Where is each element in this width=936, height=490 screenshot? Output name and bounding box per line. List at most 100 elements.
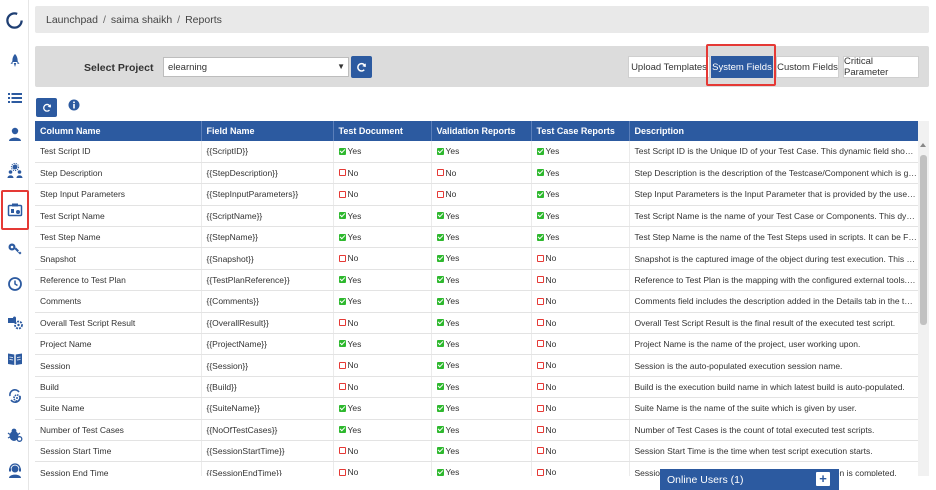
- status-flag: No: [338, 360, 358, 370]
- status-label: Yes: [545, 232, 560, 242]
- checkbox-checked-icon: [338, 212, 346, 220]
- column-header-column-name[interactable]: Column Name: [35, 121, 202, 141]
- sidebar-item-settings[interactable]: [3, 385, 27, 407]
- critical-parameter-button[interactable]: Critical Parameter: [843, 56, 919, 78]
- cell-column-name: Step Input Parameters: [35, 183, 202, 206]
- sidebar: [0, 0, 29, 490]
- cell-field-name: {{StepName}}: [201, 226, 334, 249]
- checkbox-empty-icon: [536, 319, 544, 327]
- cell-field-name: {{Session}}: [201, 354, 334, 377]
- project-refresh-button[interactable]: [351, 56, 372, 78]
- cell-column-name: Number of Test Cases: [35, 419, 202, 441]
- upload-templates-button[interactable]: Upload Templates: [628, 56, 710, 78]
- project-select[interactable]: elearning ▼: [163, 57, 349, 77]
- scroll-up-arrow-icon[interactable]: [920, 143, 926, 147]
- table-row[interactable]: Snapshot {{Snapshot}} No Yes No Snapshot is t…: [35, 247, 918, 270]
- column-header-validation-reports[interactable]: Validation Reports: [431, 121, 532, 141]
- sidebar-item-defects[interactable]: [3, 424, 27, 446]
- key-icon: [8, 243, 22, 255]
- cell-column-name: Comments: [35, 290, 202, 313]
- cell-field-name: {{ProjectName}}: [201, 333, 334, 356]
- checkbox-checked-icon: [436, 468, 444, 476]
- checkbox-empty-icon: [338, 319, 346, 327]
- checkbox-checked-icon: [436, 212, 444, 220]
- sidebar-item-team[interactable]: [3, 160, 27, 182]
- table-scrollbar[interactable]: [918, 121, 929, 476]
- column-header-description[interactable]: Description: [629, 121, 918, 141]
- sidebar-item-integrations[interactable]: [3, 311, 27, 333]
- sidebar-item-support[interactable]: [3, 459, 27, 481]
- status-flag: Yes: [436, 446, 459, 456]
- table-row[interactable]: Project Name {{ProjectName}} Yes Yes No Proje…: [35, 333, 918, 356]
- table-header-row: Column Name Field Name Test Document Val…: [35, 121, 918, 141]
- table-row[interactable]: Build {{Build}} No Yes No Build is the execut…: [35, 376, 918, 399]
- cell-description: Number of Test Cases is the count of tot…: [629, 419, 918, 441]
- table-row[interactable]: Step Description {{StepDescription}} No No Y…: [35, 162, 918, 185]
- cell-description: Reference to Test Plan is the mapping wi…: [629, 269, 918, 292]
- table-row[interactable]: Test Script Name {{ScriptName}} Yes Yes Yes T…: [35, 205, 918, 228]
- plus-icon[interactable]: +: [816, 472, 830, 486]
- table-row[interactable]: Reference to Test Plan {{TestPlanReferenc…: [35, 269, 918, 292]
- system-fields-table: Column Name Field Name Test Document Val…: [35, 121, 918, 476]
- table-row[interactable]: Session Start Time {{SessionStartTime}} No…: [35, 440, 918, 463]
- status-flag: Yes: [338, 146, 361, 156]
- table-row[interactable]: Overall Test Script Result {{OverallResul…: [35, 312, 918, 335]
- breadcrumb-user[interactable]: saima shaikh: [110, 13, 173, 26]
- table-row[interactable]: Test Step Name {{StepName}} Yes Yes Yes Test …: [35, 226, 918, 249]
- checkbox-checked-icon: [338, 233, 346, 241]
- scrollbar-thumb[interactable]: [920, 155, 927, 325]
- cell-field-name: {{ScriptName}}: [201, 205, 334, 228]
- system-fields-button[interactable]: System Fields: [711, 56, 773, 78]
- checkbox-empty-icon: [338, 447, 346, 455]
- cell-column-name: Step Description: [35, 162, 202, 185]
- rocket-icon: [10, 54, 20, 67]
- column-header-test-document[interactable]: Test Document: [333, 121, 432, 141]
- cell-test-case-reports: No: [531, 333, 630, 356]
- status-label: Yes: [445, 360, 460, 371]
- status-label: No: [347, 381, 359, 392]
- cell-field-name: {{ScriptID}}: [201, 141, 334, 163]
- checkbox-checked-icon: [536, 169, 544, 177]
- logo-icon[interactable]: [5, 11, 24, 30]
- status-flag: Yes: [338, 275, 361, 285]
- sidebar-item-keys[interactable]: [3, 238, 27, 260]
- breadcrumb-launchpad[interactable]: Launchpad: [46, 13, 98, 26]
- column-header-test-case-reports[interactable]: Test Case Reports: [531, 121, 630, 141]
- table-row[interactable]: Step Input Parameters {{StepInputParamete…: [35, 183, 918, 206]
- table-row[interactable]: Suite Name {{SuiteName}} Yes Yes No Suite Nam…: [35, 397, 918, 420]
- status-flag: Yes: [338, 232, 361, 242]
- sidebar-item-list[interactable]: [3, 87, 27, 109]
- column-header-field-name[interactable]: Field Name: [201, 121, 334, 141]
- sidebar-item-launchpad[interactable]: [3, 50, 27, 72]
- sidebar-item-docs[interactable]: [3, 348, 27, 370]
- custom-fields-button[interactable]: Custom Fields: [776, 56, 839, 78]
- cell-test-case-reports: No: [531, 376, 630, 399]
- checkbox-checked-icon: [536, 190, 544, 198]
- sidebar-item-reports[interactable]: [1, 190, 29, 230]
- checkbox-checked-icon: [436, 297, 444, 305]
- cell-test-document: No: [333, 461, 432, 476]
- status-label: Yes: [445, 210, 460, 221]
- online-users-panel[interactable]: Online Users (1) +: [660, 469, 839, 490]
- cell-column-name: Snapshot: [35, 247, 202, 270]
- status-label: Yes: [445, 403, 460, 414]
- sidebar-item-schedule[interactable]: [3, 273, 27, 295]
- table-refresh-button[interactable]: [36, 98, 57, 117]
- table-row[interactable]: Number of Test Cases {{NoOfTestCases}} Yes…: [35, 419, 918, 441]
- status-flag: Yes: [436, 232, 459, 242]
- sidebar-item-user[interactable]: [3, 123, 27, 145]
- cell-test-document: Yes: [333, 397, 432, 420]
- cell-test-case-reports: Yes: [531, 205, 630, 228]
- checkbox-empty-icon: [536, 383, 544, 391]
- table-row[interactable]: Test Script ID {{ScriptID}} Yes Yes Yes Test …: [35, 141, 918, 163]
- table-row[interactable]: Comments {{Comments}} Yes Yes No Comments fie…: [35, 290, 918, 313]
- cell-column-name: Test Script Name: [35, 205, 202, 228]
- status-label: Yes: [445, 338, 460, 349]
- checkbox-checked-icon: [536, 233, 544, 241]
- table-row[interactable]: Session {{Session}} No Yes No Session is the …: [35, 354, 918, 377]
- info-icon[interactable]: [68, 99, 80, 111]
- cell-validation-reports: Yes: [431, 419, 532, 441]
- status-label: Yes: [347, 296, 362, 307]
- status-label: Yes: [545, 189, 560, 200]
- status-label: Yes: [445, 317, 460, 328]
